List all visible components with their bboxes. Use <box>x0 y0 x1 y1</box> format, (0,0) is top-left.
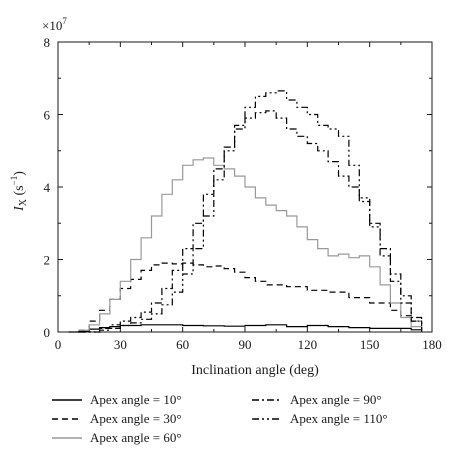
y-axis-label: IX (s−1) <box>9 171 29 212</box>
x-tick-label: 60 <box>176 337 189 352</box>
legend-label-5: Apex angle = 110° <box>290 411 388 426</box>
y-tick-label: 8 <box>44 35 51 50</box>
legend: Apex angle = 10° Apex angle = 30° Apex ang… <box>52 392 388 445</box>
y-tick-labels: 0 2 4 6 8 <box>44 35 51 340</box>
x-tick-label: 120 <box>298 337 318 352</box>
x-tick-label: 150 <box>360 337 380 352</box>
x-axis-label: Inclination angle (deg) <box>191 363 319 378</box>
axis-ticks <box>57 41 433 333</box>
x-tick-labels: 0 30 60 90 120 150 180 <box>55 337 442 352</box>
series-line-1 <box>68 324 423 333</box>
series-line-2 <box>78 262 423 331</box>
y-multiplier: ×107 <box>42 16 67 33</box>
x-tick-label: 180 <box>422 337 442 352</box>
legend-label-2: Apex angle = 30° <box>90 411 182 426</box>
data-series <box>68 90 423 333</box>
y-tick-label: 6 <box>44 108 51 123</box>
series-line-4 <box>78 110 423 333</box>
series-line-3 <box>78 157 423 332</box>
y-tick-label: 4 <box>44 180 51 195</box>
y-tick-label: 2 <box>44 253 51 268</box>
legend-label-4: Apex angle = 90° <box>290 392 382 407</box>
x-tick-label: 30 <box>114 337 127 352</box>
x-tick-label: 0 <box>55 337 62 352</box>
legend-label-1: Apex angle = 10° <box>90 392 182 407</box>
x-tick-label: 90 <box>239 337 252 352</box>
legend-label-3: Apex angle = 60° <box>90 430 182 445</box>
y-tick-label: 0 <box>44 325 51 340</box>
series-line-5 <box>78 90 423 333</box>
